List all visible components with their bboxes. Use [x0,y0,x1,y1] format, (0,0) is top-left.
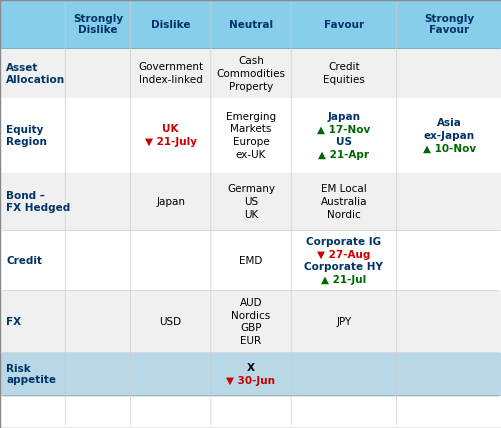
Text: Neutral: Neutral [228,20,273,30]
Text: AUD: AUD [239,298,262,308]
Bar [130,353,210,396]
Text: US: US [335,137,351,147]
Bar [130,173,210,231]
Text: Japan: Japan [327,112,360,122]
Bar [210,98,291,173]
Text: Emerging: Emerging [225,112,276,122]
Text: Favour: Favour [323,20,363,30]
Text: Property: Property [228,82,273,92]
Text: Markets: Markets [230,125,271,134]
Text: Equity
Region: Equity Region [6,125,47,147]
Text: ▲ 21-Apr: ▲ 21-Apr [318,150,369,160]
Text: ▼ 30-Jun: ▼ 30-Jun [226,376,275,386]
Text: Nordic: Nordic [326,210,360,220]
Text: X: X [246,363,255,373]
Text: UK: UK [162,125,178,134]
Bar [291,98,396,173]
Text: Nordics: Nordics [231,311,270,321]
Bar [291,353,396,396]
Text: FX: FX [6,317,21,327]
Bar [396,0,501,49]
Bar [396,353,501,396]
Text: Cash: Cash [237,56,264,66]
Bar [65,173,130,231]
Bar [0,173,65,231]
Text: Dislike: Dislike [151,20,190,30]
Bar [0,353,65,396]
Text: ▲ 17-Nov: ▲ 17-Nov [317,125,370,134]
Text: Equities: Equities [322,75,364,85]
Bar [396,231,501,291]
Bar [65,231,130,291]
Bar [396,98,501,173]
Text: Risk
appetite: Risk appetite [6,364,56,385]
Bar [130,231,210,291]
Bar [65,49,130,98]
Bar [210,173,291,231]
Bar [130,98,210,173]
Text: ex-Japan: ex-Japan [423,131,474,141]
Text: Bond –
FX Hedged: Bond – FX Hedged [6,191,70,213]
Bar [396,173,501,231]
Text: EM Local: EM Local [320,184,366,194]
Bar [0,98,65,173]
Text: Japan: Japan [156,197,185,207]
Bar [0,49,65,98]
Text: Government: Government [138,62,203,72]
Text: JPY: JPY [336,317,351,327]
Bar [130,49,210,98]
Text: Corporate HY: Corporate HY [304,262,383,273]
Text: ex-UK: ex-UK [235,150,266,160]
Bar [291,173,396,231]
Bar [65,291,130,353]
Bar [210,0,291,49]
Bar [0,231,65,291]
Bar [65,0,130,49]
Bar [396,291,501,353]
Text: UK: UK [243,210,258,220]
Bar [210,291,291,353]
Text: GBP: GBP [240,324,261,333]
Bar [130,0,210,49]
Bar [65,98,130,173]
Text: Germany: Germany [226,184,275,194]
Bar [396,49,501,98]
Text: Asia: Asia [436,118,461,128]
Text: Index-linked: Index-linked [139,75,202,85]
Text: ▲ 10-Nov: ▲ 10-Nov [422,144,475,154]
Text: Europe: Europe [232,137,269,147]
Text: ▲ 21-Jul: ▲ 21-Jul [321,275,366,285]
Text: ▼ 27-Aug: ▼ 27-Aug [317,250,370,260]
Text: Corporate IG: Corporate IG [306,237,381,247]
Bar [210,353,291,396]
Text: Credit: Credit [6,256,42,266]
Bar [291,0,396,49]
Bar [65,353,130,396]
Bar [0,0,65,49]
Text: ▼ 21-July: ▼ 21-July [144,137,196,147]
Bar [130,291,210,353]
Bar [210,231,291,291]
Text: Australia: Australia [320,197,366,207]
Text: Strongly
Favour: Strongly Favour [423,14,473,36]
Text: EUR: EUR [240,336,261,346]
Bar [291,49,396,98]
Text: USD: USD [159,317,181,327]
Bar [210,49,291,98]
Text: Strongly
Dislike: Strongly Dislike [73,14,123,36]
Bar [291,231,396,291]
Bar [291,291,396,353]
Text: EMD: EMD [239,256,262,266]
Text: Asset
Allocation: Asset Allocation [6,63,65,85]
Bar [0,291,65,353]
Text: Commodities: Commodities [216,69,285,79]
Text: US: US [243,197,258,207]
Text: Credit: Credit [328,62,359,72]
